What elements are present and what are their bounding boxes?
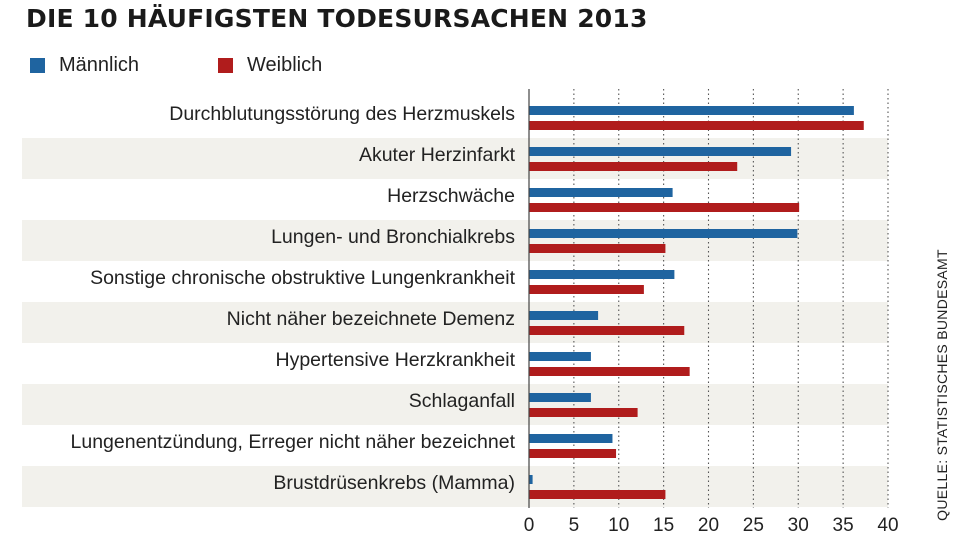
category-label: Schlaganfall xyxy=(409,390,515,412)
bar-weiblich xyxy=(529,121,864,130)
row-band xyxy=(22,138,888,179)
x-tick-label: 15 xyxy=(653,515,674,536)
category-label: Lungen- und Bronchialkrebs xyxy=(271,226,515,248)
row-band xyxy=(22,302,888,343)
row-band xyxy=(22,220,888,261)
bar-weiblich xyxy=(529,162,738,171)
row-band xyxy=(22,384,888,425)
x-tick-label: 35 xyxy=(833,515,854,536)
bar-weiblich xyxy=(529,367,690,376)
legend-swatch-maennlich xyxy=(30,57,45,73)
bar-maennlich xyxy=(529,352,591,361)
bar-weiblich xyxy=(529,285,644,294)
row-band xyxy=(22,466,888,507)
category-label: Brustdrüsenkrebs (Mamma) xyxy=(273,472,515,494)
legend-item-weiblich: Weiblich xyxy=(218,53,322,77)
x-tick-label: 30 xyxy=(788,515,809,536)
bar-maennlich xyxy=(529,393,591,402)
bar-weiblich xyxy=(529,203,800,212)
category-label: Lungenentzündung, Erreger nicht näher be… xyxy=(71,431,516,453)
legend-label-weiblich: Weiblich xyxy=(247,53,323,76)
x-tick-label: 10 xyxy=(608,515,629,536)
x-tick-label: 25 xyxy=(743,515,764,536)
bar-maennlich xyxy=(529,147,792,156)
bar-maennlich xyxy=(529,229,798,238)
legend-item-maennlich: Männlich xyxy=(30,53,139,77)
category-label: Nicht näher bezeichnete Demenz xyxy=(227,308,515,330)
bar-maennlich xyxy=(529,188,673,197)
category-label: Sonstige chronische obstruktive Lungenkr… xyxy=(90,267,516,289)
source-note: QUELLE: STATISTISCHES BUNDESAMT xyxy=(934,249,950,521)
bar-weiblich xyxy=(529,244,666,253)
bar-weiblich xyxy=(529,449,617,458)
x-tick-label: 20 xyxy=(698,515,719,536)
bar-maennlich xyxy=(529,106,854,115)
category-label: Akuter Herzinfarkt xyxy=(359,144,516,166)
bar-maennlich xyxy=(529,434,613,443)
x-tick-label: 5 xyxy=(569,515,580,536)
bar-maennlich xyxy=(529,270,675,279)
bar-maennlich xyxy=(529,475,533,484)
category-label: Hypertensive Herzkrankheit xyxy=(275,349,515,371)
legend-swatch-weiblich xyxy=(218,57,233,73)
bar-weiblich xyxy=(529,490,666,499)
category-label: Herzschwäche xyxy=(387,185,515,207)
bar-weiblich xyxy=(529,408,638,417)
x-tick-label: 40 xyxy=(877,515,898,536)
x-tick-label: 0 xyxy=(524,515,535,536)
chart-title: DIE 10 HÄUFIGSTEN TODESURSACHEN 2013 xyxy=(26,4,648,33)
bar-weiblich xyxy=(529,326,685,335)
category-label: Durchblutungsstörung des Herzmuskels xyxy=(169,103,515,125)
legend-label-maennlich: Männlich xyxy=(59,53,140,76)
bar-maennlich xyxy=(529,311,599,320)
